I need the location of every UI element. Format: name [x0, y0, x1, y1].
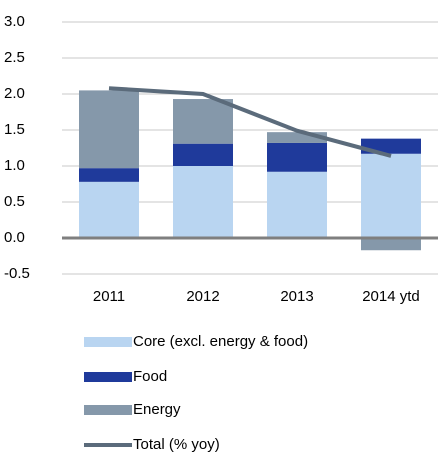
y-tick-label: 1.5 [4, 121, 25, 138]
y-tick-label: -0.5 [4, 265, 30, 282]
legend-swatch [84, 337, 132, 347]
legend-swatch [84, 372, 132, 382]
bar-segment [267, 142, 327, 172]
y-tick-label: 3.0 [4, 13, 25, 30]
x-tick-label: 2012 [186, 288, 219, 305]
bar-segment [79, 90, 139, 169]
total-line [108, 86, 392, 158]
y-tick-label: 2.5 [4, 49, 25, 66]
bar-segment [79, 168, 139, 182]
bar-segment [267, 171, 327, 238]
legend-label: Food [133, 368, 167, 385]
bar-segment [79, 181, 139, 238]
bar-segment [173, 166, 233, 238]
bar-segment [361, 153, 421, 238]
y-tick-label: 1.0 [4, 157, 25, 174]
y-tick-label: 0.0 [4, 229, 25, 246]
legend-label: Total (% yoy) [133, 436, 220, 453]
y-tick-label: 0.5 [4, 193, 25, 210]
bar-segment [267, 132, 327, 143]
x-tick-label: 2013 [280, 288, 313, 305]
y-tick-label: 2.0 [4, 85, 25, 102]
x-tick-label: 2011 [93, 288, 125, 305]
legend-label: Energy [133, 401, 181, 418]
bar-segment [173, 143, 233, 166]
x-tick-label: 2014 ytd [362, 288, 420, 305]
bar-segment [361, 238, 421, 251]
bar-segment [173, 99, 233, 144]
legend-swatch [84, 405, 132, 415]
legend-label: Core (excl. energy & food) [133, 333, 308, 350]
